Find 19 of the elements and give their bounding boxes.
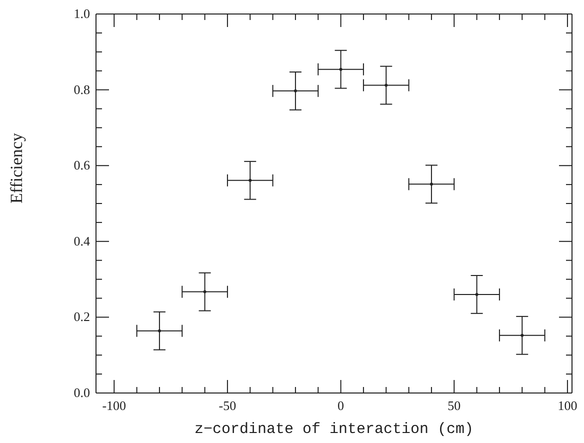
y-tick-label: 0.0 <box>74 385 90 400</box>
y-tick-label: 0.4 <box>74 233 90 248</box>
x-tick-label: -50 <box>218 398 236 413</box>
point <box>203 290 206 294</box>
point <box>339 68 342 71</box>
x-tick-label: -100 <box>102 398 126 413</box>
y-tick-label: 0.2 <box>74 309 90 324</box>
y-tick-label: 1.0 <box>74 6 90 21</box>
x-tick-label: 50 <box>448 398 461 413</box>
x-tick-label: 0 <box>338 398 344 413</box>
x-tick-label: 100 <box>558 398 578 413</box>
point <box>475 292 478 296</box>
y-tick-label: 0.6 <box>74 158 90 173</box>
point <box>248 178 252 182</box>
point <box>520 334 524 337</box>
y-axis-title: Efficiency <box>7 132 26 204</box>
point <box>384 84 388 87</box>
x-axis-title: z−cordinate of interaction (cm) <box>194 421 474 438</box>
y-tick-label: 0.8 <box>74 82 90 97</box>
